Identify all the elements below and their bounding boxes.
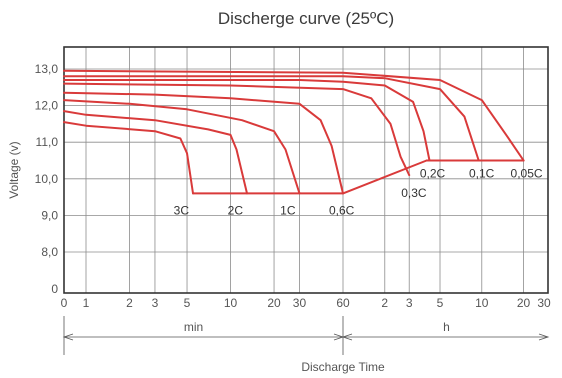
y-tick-label: 10,0 — [35, 172, 59, 186]
x-tick-label-hour: 2 — [381, 296, 388, 310]
y-tick-label: 9,0 — [41, 208, 58, 222]
curve-label: 0,1C — [469, 167, 495, 181]
y-tick-label: 13,0 — [35, 62, 59, 76]
curve-label: 1C — [280, 203, 296, 217]
minutes-unit-label: min — [184, 320, 203, 334]
x-tick-label-hour: 3 — [406, 296, 413, 310]
x-tick-labels: 0 1 2 3 5 10 20 30 60 2 3 5 10 20 30 — [61, 296, 551, 310]
discharge-curve-2c — [63, 110, 248, 195]
curve-label: 0,6C — [329, 203, 355, 217]
y-axis-label: Voltage (v) — [7, 141, 21, 198]
x-tick-label-min: 20 — [267, 296, 281, 310]
chart-title: Discherge curve (25ºC) — [218, 9, 394, 28]
time-dimension-lines: min h — [62, 316, 550, 355]
curve-label: 0,3C — [401, 186, 427, 200]
x-tick-label-hour: 10 — [475, 296, 489, 310]
x-tick-label-min: 1 — [83, 296, 90, 310]
cutoff-voltage-line — [342, 159, 428, 195]
curve-labels: 3C 2C 1C 0,6C 0,3C 0,2C 0,1C 0,05C — [174, 167, 543, 218]
plot-frame — [63, 46, 549, 294]
hours-unit-label: h — [443, 320, 450, 334]
arrow-left-icon — [62, 333, 74, 341]
x-tick-label-hour: 20 — [517, 296, 531, 310]
x-tick-label-min: 2 — [126, 296, 133, 310]
curve-label: 0,05C — [511, 167, 543, 181]
discharge-curve-3c — [63, 121, 194, 195]
curve-label: 0,2C — [420, 167, 446, 181]
x-tick-label-min: 3 — [152, 296, 159, 310]
y-tick-label: 8,0 — [41, 245, 58, 259]
y-tick-label: 11,0 — [36, 135, 59, 149]
y-tick-labels: 0 8,0 9,0 10,0 11,0 12,0 13,0 — [35, 62, 59, 296]
x-tick-label-min: 5 — [184, 296, 191, 310]
arrow-right-icon — [538, 333, 550, 341]
arrow-left-icon — [341, 333, 353, 341]
x-tick-label-min: 60 — [336, 296, 350, 310]
x-tick-label-min: 10 — [224, 296, 238, 310]
discharge-curve-02c — [63, 79, 431, 162]
curve-label: 2C — [228, 203, 244, 217]
discharge-curve-01c — [63, 75, 480, 162]
x-tick-label-hour: 5 — [437, 296, 444, 310]
curve-label: 3C — [174, 203, 190, 217]
x-tick-label-min: 0 — [61, 296, 68, 310]
y-tick-label: 12,0 — [35, 99, 59, 113]
grid-lines — [64, 47, 548, 293]
discharge-curve-1c — [63, 99, 301, 195]
x-axis-label: Discharge Time — [301, 360, 385, 374]
x-tick-label-min: 30 — [293, 296, 307, 310]
discharge-curve-005c — [63, 69, 525, 162]
discharge-curve-03c — [63, 82, 411, 177]
x-tick-label-hour: 30 — [537, 296, 551, 310]
y-tick-label: 0 — [51, 282, 58, 296]
discharge-curve-06c — [63, 91, 344, 195]
discharge-curves — [63, 69, 525, 195]
